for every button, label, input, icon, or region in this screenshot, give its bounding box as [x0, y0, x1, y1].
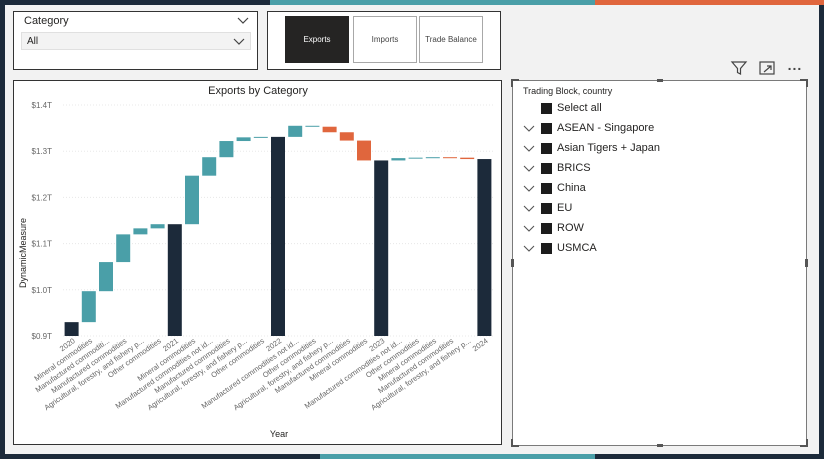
- category-slicer[interactable]: Category All: [13, 11, 258, 70]
- trading-block-label: USMCA: [557, 242, 597, 254]
- decrease-bar[interactable]: [357, 140, 371, 161]
- trading-block-label: China: [557, 182, 586, 194]
- resize-corner[interactable]: [806, 79, 808, 87]
- focus-mode-icon[interactable]: [757, 58, 777, 78]
- increase-bar[interactable]: [150, 224, 165, 229]
- total-bar[interactable]: [64, 322, 79, 336]
- resize-handle[interactable]: [805, 259, 808, 267]
- trading-block-checkbox[interactable]: [541, 243, 552, 254]
- accent-orange-segment: [595, 0, 824, 5]
- select-all-label: Select all: [557, 102, 602, 114]
- increase-bar[interactable]: [99, 262, 113, 292]
- increase-bar[interactable]: [133, 228, 148, 235]
- y-tick-label: $1.0T: [32, 286, 53, 295]
- y-tick-label: $1.4T: [32, 101, 53, 110]
- trading-block-checkbox[interactable]: [541, 183, 552, 194]
- y-tick-label: $0.9T: [32, 332, 53, 341]
- chevron-down-icon[interactable]: [237, 15, 249, 25]
- category-slicer-title: Category: [24, 15, 69, 27]
- trading-block-checkbox[interactable]: [541, 223, 552, 234]
- trading-block-checkbox[interactable]: [541, 123, 552, 134]
- resize-corner[interactable]: [806, 439, 808, 447]
- trading-block-label: EU: [557, 202, 573, 214]
- chevron-down-icon[interactable]: [523, 203, 535, 213]
- total-bar[interactable]: [271, 136, 285, 336]
- chevron-down-icon[interactable]: [523, 123, 535, 133]
- trading-block-slicer[interactable]: Trading Block, country Select all ASEAN …: [511, 79, 808, 447]
- chevron-down-icon[interactable]: [523, 143, 535, 153]
- total-bar[interactable]: [477, 159, 492, 336]
- select-all-checkbox[interactable]: [541, 103, 552, 114]
- increase-bar[interactable]: [219, 141, 234, 158]
- category-dropdown[interactable]: All: [21, 32, 251, 50]
- accent-dark-segment: [0, 454, 320, 459]
- bottom-accent-bar: [0, 454, 824, 459]
- y-tick-label: $1.3T: [32, 147, 53, 156]
- y-tick-label: $1.1T: [32, 240, 53, 249]
- total-bar[interactable]: [167, 224, 182, 336]
- trading-block-label: BRICS: [557, 162, 591, 174]
- resize-corner[interactable]: [800, 445, 808, 447]
- measure-toggle-group: Exports Imports Trade Balance: [267, 11, 501, 70]
- decrease-bar[interactable]: [339, 132, 354, 141]
- increase-bar[interactable]: [202, 157, 217, 176]
- filter-icon[interactable]: [729, 58, 749, 78]
- top-accent-bar: [0, 0, 824, 5]
- increase-bar[interactable]: [425, 157, 440, 159]
- increase-bar[interactable]: [391, 158, 406, 161]
- trading-block-slicer-title: Trading Block, country: [523, 86, 613, 96]
- chevron-down-icon[interactable]: [523, 163, 535, 173]
- waterfall-bars: [64, 125, 492, 336]
- increase-bar[interactable]: [185, 175, 199, 225]
- resize-corner[interactable]: [511, 79, 513, 87]
- increase-bar[interactable]: [408, 157, 423, 159]
- trading-block-label: ASEAN - Singapore: [557, 122, 655, 134]
- chevron-down-icon[interactable]: [523, 243, 535, 253]
- resize-corner[interactable]: [800, 79, 808, 81]
- resize-corner[interactable]: [511, 445, 519, 447]
- resize-handle[interactable]: [657, 444, 663, 447]
- accent-dark-segment: [595, 454, 824, 459]
- increase-bar[interactable]: [116, 234, 131, 263]
- y-axis: $0.9T $1.0T $1.1T $1.2T $1.3T $1.4T: [32, 101, 493, 341]
- accent-teal-segment: [320, 454, 595, 459]
- trading-block-label: ROW: [557, 222, 584, 234]
- chart-title: Exports by Category: [208, 85, 308, 97]
- chevron-down-icon[interactable]: [523, 223, 535, 233]
- category-dropdown-value: All: [27, 36, 39, 47]
- chevron-down-icon[interactable]: [233, 36, 245, 46]
- increase-bar[interactable]: [253, 136, 268, 138]
- increase-bar[interactable]: [305, 125, 320, 127]
- resize-corner[interactable]: [511, 79, 519, 81]
- resize-handle[interactable]: [511, 259, 514, 267]
- increase-bar[interactable]: [288, 125, 303, 137]
- trading-block-checkbox[interactable]: [541, 143, 552, 154]
- decrease-bar[interactable]: [322, 126, 337, 133]
- trading-block-checkbox[interactable]: [541, 163, 552, 174]
- accent-dark-segment: [0, 0, 270, 5]
- total-bar[interactable]: [374, 160, 389, 336]
- exports-button[interactable]: Exports: [285, 16, 349, 63]
- decrease-bar[interactable]: [460, 157, 475, 160]
- y-tick-label: $1.2T: [32, 193, 53, 202]
- chevron-down-icon[interactable]: [523, 183, 535, 193]
- decrease-bar[interactable]: [443, 157, 457, 159]
- x-tick-label: 2024: [471, 336, 490, 353]
- increase-bar[interactable]: [81, 291, 96, 323]
- trade-balance-button[interactable]: Trade Balance: [419, 16, 483, 63]
- resize-handle[interactable]: [657, 79, 663, 82]
- accent-teal-segment: [270, 0, 595, 5]
- x-axis-label: Year: [270, 429, 288, 439]
- resize-corner[interactable]: [511, 439, 513, 447]
- trading-block-label: Asian Tigers + Japan: [557, 142, 661, 154]
- increase-bar[interactable]: [236, 137, 251, 142]
- chart-svg: Exports by Category DynamicMeasure Year …: [18, 85, 493, 439]
- y-axis-label: DynamicMeasure: [18, 218, 28, 288]
- trading-block-checkbox[interactable]: [541, 203, 552, 214]
- more-options-icon[interactable]: ...: [787, 57, 803, 73]
- imports-button[interactable]: Imports: [353, 16, 417, 63]
- exports-waterfall-chart[interactable]: Exports by Category DynamicMeasure Year …: [13, 80, 502, 445]
